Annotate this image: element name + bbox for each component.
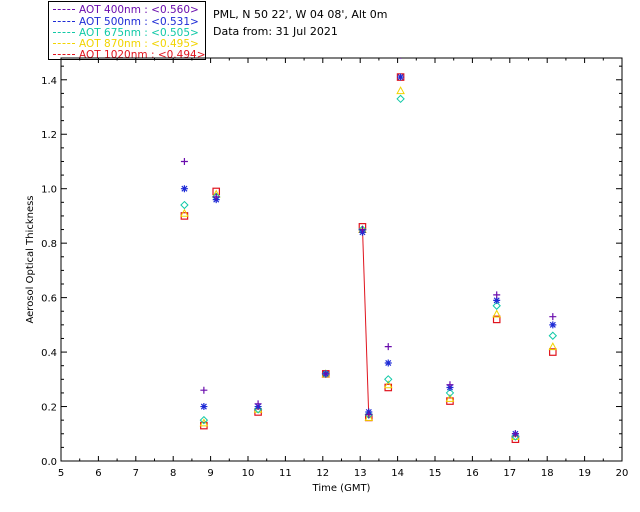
legend-item-870nm: AOT 870nm : <0.495> xyxy=(53,38,199,50)
y-tick-label: 0.2 xyxy=(41,403,57,414)
x-tick-label: 20 xyxy=(616,468,629,479)
point-triangle xyxy=(492,309,502,318)
point-diamond xyxy=(548,331,558,340)
x-tick-label: 13 xyxy=(354,468,367,479)
point-plus xyxy=(254,400,262,408)
y-tick-label: 1.2 xyxy=(41,130,57,141)
point-plus xyxy=(511,430,519,438)
y-axis-label: Aerosol Optical Thickness xyxy=(25,195,36,323)
point-plus xyxy=(212,193,220,201)
x-axis-label: Time (GMT) xyxy=(312,483,371,494)
point-triangle xyxy=(548,342,558,351)
point-asterisk xyxy=(180,185,188,193)
point-triangle xyxy=(445,393,455,402)
legend-item-400nm: AOT 400nm : <0.560> xyxy=(53,4,199,16)
x-tick-label: 12 xyxy=(316,468,329,479)
x-tick-label: 8 xyxy=(170,468,176,479)
legend-swatch xyxy=(53,53,75,55)
date-info: Data from: 31 Jul 2021 xyxy=(213,25,338,38)
point-plus xyxy=(200,386,208,394)
point-diamond xyxy=(180,200,189,210)
x-tick-label: 10 xyxy=(242,468,255,479)
site-info: PML, N 50 22', W 04 08', Alt 0m xyxy=(213,8,388,21)
point-diamond xyxy=(396,94,405,104)
x-tick-label: 15 xyxy=(429,468,442,479)
series-line-1020nm xyxy=(361,226,370,418)
x-tick-label: 14 xyxy=(391,468,404,479)
point-plus xyxy=(446,381,454,389)
markers-group xyxy=(180,58,558,444)
point-asterisk xyxy=(384,359,392,367)
point-triangle xyxy=(199,418,209,427)
y-tick-label: 0.0 xyxy=(41,457,57,468)
point-diamond xyxy=(445,388,455,398)
legend-label: AOT 675nm : <0.505> xyxy=(79,27,199,39)
point-diamond xyxy=(384,375,393,384)
y-tick-label: 0.8 xyxy=(41,239,57,250)
point-asterisk xyxy=(493,296,501,304)
point-plus xyxy=(493,291,501,299)
x-tick-label: 18 xyxy=(541,468,554,479)
point-plus xyxy=(549,313,557,321)
point-triangle xyxy=(396,86,405,95)
legend-label: AOT 400nm : <0.560> xyxy=(79,4,199,16)
x-tick-label: 6 xyxy=(95,468,101,479)
point-triangle xyxy=(180,208,189,217)
point-asterisk xyxy=(549,321,557,329)
plot-frame xyxy=(60,57,623,462)
y-tick-label: 1.4 xyxy=(41,76,57,87)
point-diamond xyxy=(321,369,330,379)
legend-swatch xyxy=(53,31,75,33)
legend-label: AOT 500nm : <0.531> xyxy=(79,16,199,28)
y-tick-label: 0.6 xyxy=(41,294,57,305)
x-tick-label: 9 xyxy=(207,468,213,479)
point-asterisk xyxy=(200,403,208,411)
legend-item-500nm: AOT 500nm : <0.531> xyxy=(53,16,199,28)
y-tick-label: 1.0 xyxy=(41,185,57,196)
x-tick-label: 11 xyxy=(279,468,292,479)
point-plus xyxy=(322,370,330,378)
point-plus xyxy=(384,343,392,351)
legend-swatch xyxy=(53,8,75,10)
point-diamond xyxy=(492,301,501,310)
point-triangle xyxy=(383,380,393,389)
legend-label: AOT 870nm : <0.495> xyxy=(79,38,199,50)
x-tick-label: 5 xyxy=(58,468,64,479)
point-square xyxy=(549,348,557,356)
point-triangle xyxy=(364,412,374,421)
x-tick-label: 17 xyxy=(503,468,516,479)
point-square xyxy=(492,315,501,324)
legend-swatch xyxy=(53,20,75,22)
y-tick-label: 0.4 xyxy=(41,348,57,359)
x-tick-label: 7 xyxy=(133,468,139,479)
x-tick-label: 16 xyxy=(466,468,479,479)
legend-item-675nm: AOT 675nm : <0.505> xyxy=(53,27,199,39)
point-asterisk xyxy=(397,73,405,81)
point-plus xyxy=(358,226,366,234)
legend-swatch xyxy=(53,42,75,44)
point-plus xyxy=(365,411,373,419)
point-plus xyxy=(180,157,188,165)
point-diamond xyxy=(199,415,209,425)
x-tick-label: 19 xyxy=(578,468,591,479)
